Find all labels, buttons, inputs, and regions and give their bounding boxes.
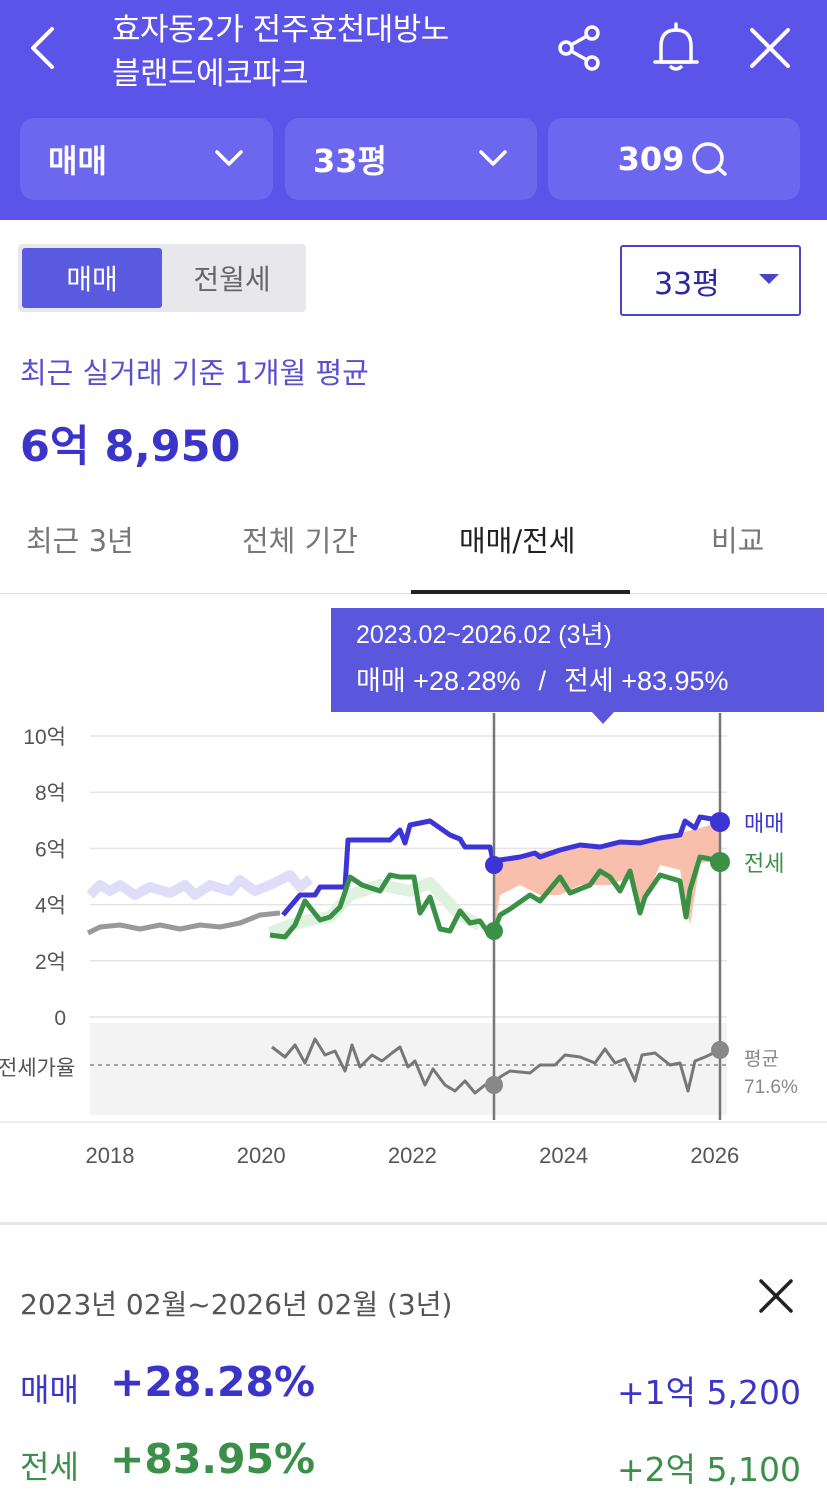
tooltip-values: 매매 +28.28% / 전세 +83.95% (356, 666, 729, 696)
jeonse-ratio-line (271, 1037, 721, 1095)
jeonse-range-band (267, 877, 483, 939)
complex-title: 효자동2가 전주효천대방노 블랜드에코파크 (112, 8, 532, 96)
tab-all-period[interactable]: 전체 기간 (242, 524, 358, 558)
chevron-left-icon (31, 27, 54, 69)
x-axis-ticks: 2018 2020 2022 2024 2026 (86, 1143, 740, 1168)
range-tooltip[interactable]: 2023.02~2026.02 (3년) 매매 +28.28% / 전세 +83.9… (331, 608, 824, 724)
area-select-value: 33평 (654, 266, 720, 302)
y-axis-ticks: 10억 8억 6억 4억 2억 0 (23, 726, 66, 1030)
close-icon (750, 28, 790, 68)
title-line-2: 블랜드에코파크 (112, 56, 309, 92)
title-line-1: 효자동2가 전주효천대방노 (112, 12, 449, 48)
x-tick-label: 2024 (539, 1143, 588, 1168)
tab-trade-jeonse[interactable]: 매매/전세 (459, 524, 576, 558)
ratio-band (90, 1023, 727, 1115)
close-button[interactable] (742, 18, 798, 78)
x-tick-label: 2018 (86, 1143, 135, 1168)
tooltip-range: 2023.02~2026.02 (3년) (356, 621, 612, 649)
area-select[interactable]: 33평 (620, 245, 801, 316)
y-tick-label: 4억 (35, 895, 66, 918)
tooltip-pointer (592, 712, 614, 724)
range-title: 2023년 02월~2026년 02월 (3년) (20, 1288, 453, 1321)
jeonse-change-label: 전세 (20, 1448, 79, 1486)
notification-button[interactable] (648, 18, 704, 78)
y-tick-label: 10억 (23, 726, 66, 749)
app-header: 효자동2가 전주효천대방노 블랜드에코파크 매매 33평 3 (0, 0, 827, 220)
trade-change-pct: +28.28% (110, 1358, 316, 1406)
trade-change-amount: +1억 5,200 (617, 1373, 801, 1412)
average-label: 최근 실거래 기준 1개월 평균 (20, 356, 369, 390)
trade-start-point (485, 856, 503, 874)
tooltip-jeonse: 전세 +83.95% (564, 666, 729, 696)
ratio-axis-label: 전세가율 (0, 1057, 75, 1080)
close-icon (759, 1279, 793, 1313)
trade-type-value: 매매 (48, 142, 107, 180)
tooltip-separator: / (539, 666, 547, 696)
jeonse-start-point (485, 922, 503, 940)
share-button[interactable] (552, 18, 608, 78)
area-value: 33평 (313, 142, 387, 180)
ratio-start-point (485, 1076, 503, 1094)
early-trend-line (86, 910, 281, 936)
tooltip-trade: 매매 +28.28% (356, 666, 521, 696)
comments-button[interactable]: 309 (548, 118, 800, 200)
ratio-end-point (711, 1041, 729, 1059)
x-tick-label: 2022 (388, 1143, 437, 1168)
tooltip-box (331, 608, 824, 712)
chevron-down-icon (215, 150, 243, 166)
comment-count: 309 (617, 140, 685, 178)
trade-type-dropdown[interactable]: 매매 (20, 118, 273, 200)
tab-compare[interactable]: 비교 (711, 524, 765, 558)
y-tick-label: 0 (54, 1007, 66, 1030)
comment-bubble-icon (692, 142, 728, 176)
chart-grid (90, 735, 727, 1018)
chevron-down-icon (479, 150, 507, 166)
area-dropdown[interactable]: 33평 (285, 118, 537, 200)
ratio-average-label: 평균 (744, 1048, 779, 1070)
back-button[interactable] (18, 18, 68, 78)
jeonse-change-pct: +83.95% (110, 1435, 316, 1483)
period-tabs: 최근 3년 전체 기간 매매/전세 비교 (0, 500, 827, 594)
jeonse-end-point (710, 852, 730, 872)
share-icon (558, 25, 600, 71)
panel-divider (0, 1222, 827, 1225)
x-tick-label: 2020 (237, 1143, 286, 1168)
jeonse-series-label: 전세 (744, 851, 784, 876)
segment-trade[interactable]: 매매 (22, 248, 162, 308)
trade-segment-control: 매매 전월세 (18, 244, 306, 312)
trade-range-band (86, 870, 314, 900)
ratio-average-value: 71.6% (744, 1077, 798, 1098)
average-price: 6억 8,950 (20, 422, 241, 472)
y-tick-label: 8억 (35, 782, 66, 805)
panel-close-button[interactable] (752, 1272, 800, 1320)
jeonse-change-amount: +2억 5,100 (617, 1450, 801, 1489)
segment-rent[interactable]: 전월세 (193, 263, 271, 296)
price-chart[interactable]: 10억 8억 6억 4억 2억 0 2018 2020 2022 2024 2026 매매 전세 … (0, 595, 827, 1225)
bell-icon (653, 22, 699, 71)
trade-series-label: 매매 (744, 811, 784, 836)
tab-recent-3y[interactable]: 최근 3년 (26, 524, 134, 558)
y-tick-label: 2억 (35, 951, 66, 974)
y-tick-label: 6억 (35, 838, 66, 861)
x-tick-label: 2026 (690, 1143, 739, 1168)
caret-down-icon (759, 274, 779, 284)
chart-svg[interactable]: 10억 8억 6억 4억 2억 0 2018 2020 2022 2024 2026 매매 전세 … (0, 595, 827, 1225)
trade-change-label: 매매 (20, 1371, 79, 1409)
active-tab-indicator (411, 590, 630, 594)
trade-end-point (710, 812, 730, 832)
